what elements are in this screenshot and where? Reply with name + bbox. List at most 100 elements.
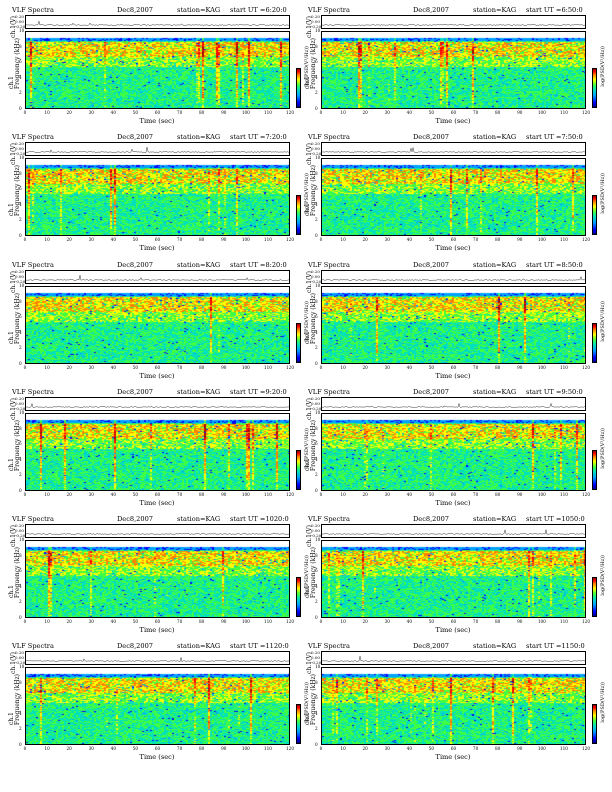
frequency-tick-label: 8: [19, 679, 22, 685]
time-tick-label: 20: [362, 110, 368, 115]
colorbar: [296, 577, 301, 617]
time-tick-label: 0: [23, 110, 27, 115]
ch-tick-label: -0.20: [311, 406, 322, 411]
time-tick-label: 50: [428, 492, 435, 497]
frequency-tick-label: 4: [315, 74, 318, 80]
time-tick-label: 50: [132, 237, 139, 242]
colorbar: [592, 450, 597, 490]
frequency-tick-label: 6: [315, 695, 318, 701]
time-tick-label: 20: [66, 492, 72, 497]
time-tick-label: 30: [384, 619, 390, 624]
spectrogram-image: [26, 414, 289, 490]
waveform-plot: 0.20 0.00 -0.20: [311, 396, 586, 411]
time-tick-label: 120: [286, 365, 294, 370]
panel-start-time: start UT =1120:0: [230, 642, 289, 650]
ch-tick-label: 0.20: [311, 141, 320, 146]
ch-tick-label: 0.00: [311, 146, 320, 151]
spectrogram-heatmap: [25, 158, 290, 236]
time-tick-label: 30: [384, 110, 390, 115]
ch-tick-label: 0.00: [311, 274, 320, 279]
frequency-tick-label: 6: [19, 314, 22, 320]
waveform-plot: 0.20 0.00 -0.20: [15, 269, 290, 284]
time-tick-label: 110: [263, 110, 272, 115]
time-tick-label: 80: [198, 237, 205, 242]
waveform-trace: [321, 529, 586, 535]
panel-title: VLF Spectra: [12, 133, 54, 141]
panel-date: Dec8,2007: [117, 642, 153, 650]
waveform-trace: [25, 402, 290, 408]
time-tick-label: 50: [132, 110, 139, 115]
time-tick-label: 80: [494, 746, 501, 751]
time-tick-label: 30: [88, 492, 94, 497]
spectrogram-panel: VLF Spectra Dec8,2007 station=KAG start UT …: [8, 515, 310, 643]
time-tick-label: 70: [472, 746, 479, 751]
ch-tick-label: -0.20: [15, 24, 26, 29]
time-tick-label: 60: [154, 492, 161, 497]
time-tick-label: 60: [450, 365, 457, 370]
ch-tick-label: 0.20: [15, 523, 24, 528]
frequency-tick-label: 4: [19, 456, 22, 462]
panel-title: VLF Spectra: [12, 261, 54, 269]
time-tick-label: 80: [198, 365, 205, 370]
spectrogram-heatmap: [25, 286, 290, 364]
spectrogram-panel: VLF Spectra Dec8,2007 station=KAG start UT …: [304, 515, 606, 643]
panel-header: VLF Spectra Dec8,2007 station=KAG start UT …: [12, 261, 302, 271]
ch-tick-label: -0.20: [311, 533, 322, 538]
time-tick-label: 10: [340, 619, 346, 624]
time-tick-label: 110: [559, 237, 568, 242]
time-tick-label: 30: [384, 365, 390, 370]
colorbar-label: log(PSD(V²/Hz)): [600, 428, 606, 469]
time-tick-label: 100: [537, 619, 546, 624]
panel-header: VLF Spectra Dec8,2007 station=KAG start UT …: [12, 388, 302, 398]
frequency-tick-label: 10: [19, 537, 25, 542]
time-tick-label: 70: [176, 110, 183, 115]
waveform-plot: 0.20 0.00 -0.20: [311, 523, 586, 538]
time-tick-label: 100: [241, 365, 250, 370]
time-tick-label: 10: [340, 746, 346, 751]
ch-tick-label: 0.00: [311, 528, 320, 533]
time-tick-label: 70: [176, 746, 183, 751]
time-tick-label: 40: [406, 619, 412, 624]
time-tick-label: 10: [340, 110, 346, 115]
panel-title: VLF Spectra: [308, 642, 350, 650]
ch-tick-label: -0.20: [311, 24, 322, 29]
time-tick-label: 100: [241, 492, 250, 497]
panel-start-time: start UT =6:20:0: [230, 6, 287, 14]
colorbar: [296, 195, 301, 235]
frequency-tick-label: 10: [315, 283, 321, 288]
frequency-tick-label: 8: [315, 425, 318, 431]
spectrogram-image: [26, 32, 289, 108]
time-tick-label: 100: [537, 492, 546, 497]
time-tick-label: 0: [23, 492, 27, 497]
panel-title: VLF Spectra: [308, 133, 350, 141]
ch-tick-label: -0.20: [15, 660, 26, 665]
time-tick-label: 50: [428, 237, 435, 242]
waveform-trace: [321, 24, 586, 26]
time-tick-label: 90: [221, 619, 227, 624]
panel-start-time: start UT =7:20:0: [230, 133, 287, 141]
panel-station: station=KAG: [473, 642, 517, 650]
frequency-tick-label: 4: [19, 329, 22, 335]
colorbar: [592, 195, 597, 235]
panel-date: Dec8,2007: [413, 133, 449, 141]
time-tick-label: 40: [406, 237, 412, 242]
time-tick-label: 60: [450, 746, 457, 751]
spectrogram-image: [322, 159, 585, 235]
waveform-trace: [321, 147, 586, 153]
panel-start-time: start UT =1050:0: [526, 515, 585, 523]
time-tick-label: 30: [88, 365, 94, 370]
time-tick-label: 120: [286, 619, 294, 624]
spectrogram-image: [322, 287, 585, 363]
spectrogram-panel: VLF Spectra Dec8,2007 station=KAG start UT …: [304, 388, 606, 516]
time-tick-label: 100: [241, 237, 250, 242]
time-tick-label: 90: [517, 365, 523, 370]
panel-date: Dec8,2007: [117, 388, 153, 396]
frequency-tick-label: 2: [19, 217, 22, 223]
waveform-plot: 0.20 0.00 -0.20: [311, 269, 586, 284]
time-tick-label: 40: [110, 746, 116, 751]
time-tick-label: 50: [132, 492, 139, 497]
ch-tick-label: 0.00: [15, 274, 24, 279]
ch-tick-label: 0.00: [15, 401, 24, 406]
panel-title: VLF Spectra: [308, 388, 350, 396]
panel-station: station=KAG: [473, 261, 517, 269]
